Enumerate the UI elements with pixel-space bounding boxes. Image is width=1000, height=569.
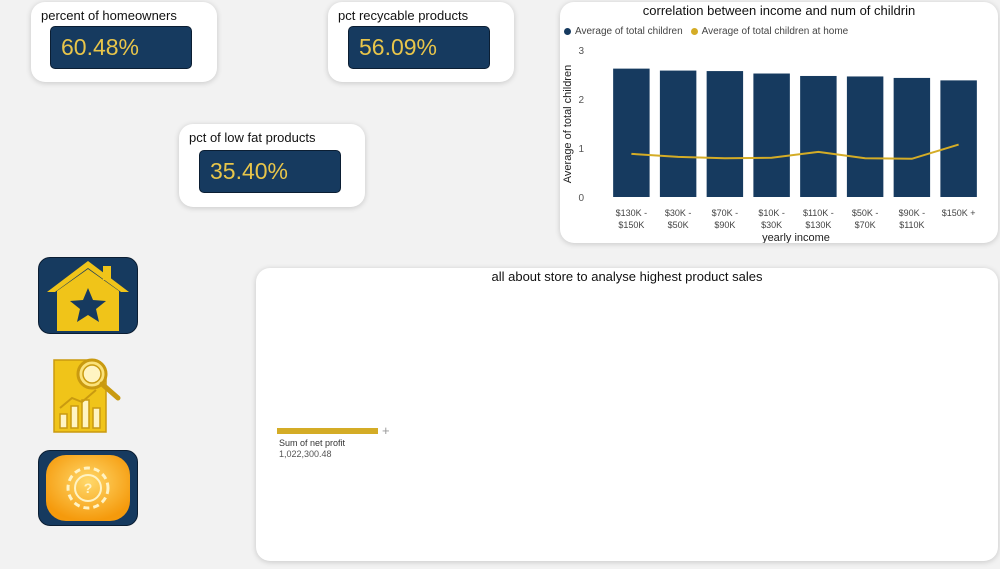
- y-tick-label: 0: [578, 193, 584, 204]
- x-axis-label: yearly income: [762, 232, 830, 243]
- expand-plus-icon[interactable]: +: [382, 423, 390, 438]
- kpi-value: 60.48%: [50, 26, 192, 69]
- y-tick-label: 3: [578, 46, 584, 57]
- bar-total-children[interactable]: [846, 76, 884, 197]
- metric-value: 1,022,300.48: [279, 449, 332, 459]
- legend-swatch-line: [690, 28, 698, 35]
- home-nav-button[interactable]: [38, 257, 138, 334]
- legend-entry-total-children[interactable]: Average of total children: [575, 26, 683, 37]
- home-star-icon: [47, 261, 129, 331]
- panel-title: all about store to analyse highest produ…: [491, 269, 763, 284]
- kpi-card-low-fat: pct of low fat products 35.40%: [179, 124, 365, 207]
- x-tick-label: $70K -$90K: [712, 208, 739, 230]
- metric-label: Sum of net profit: [279, 438, 346, 448]
- settings-nav-button[interactable]: ?: [38, 450, 138, 526]
- legend-swatch-bar: [564, 28, 571, 35]
- settings-help-icon: ?: [46, 455, 130, 521]
- svg-text:?: ?: [84, 480, 93, 496]
- y-tick-label: 2: [578, 95, 584, 106]
- bar-total-children[interactable]: [706, 71, 744, 197]
- x-tick-label: $130K -$150K: [616, 208, 648, 230]
- chart-legend: Average of total children Average of tot…: [564, 26, 848, 37]
- kpi-value: 56.09%: [348, 26, 490, 69]
- kpi-card-homeowners: percent of homeowners 60.48%: [31, 2, 217, 82]
- chart-title: correlation between income and num of ch…: [642, 3, 916, 18]
- store-sales-panel: all about store to analyse highest produ…: [256, 268, 998, 561]
- bar-total-children[interactable]: [659, 70, 697, 197]
- kpi-title: pct recycable products: [338, 8, 469, 23]
- kpi-title: percent of homeowners: [41, 8, 177, 23]
- x-tick-label: $110K -$130K: [803, 208, 834, 230]
- bar-total-children[interactable]: [613, 68, 650, 198]
- bar-total-children[interactable]: [893, 77, 931, 197]
- bar-total-children[interactable]: [753, 73, 790, 197]
- net-profit-bar[interactable]: [277, 428, 378, 434]
- x-tick-label: $150K +: [942, 208, 976, 218]
- y-tick-label: 1: [578, 144, 584, 155]
- y-axis-label: Average of total children: [562, 65, 574, 183]
- kpi-title: pct of low fat products: [189, 130, 316, 145]
- income-children-chart-card: correlation between income and num of ch…: [560, 2, 998, 243]
- x-tick-label: $10K -$30K: [758, 208, 785, 230]
- kpi-card-recyclable: pct recycable products 56.09%: [328, 2, 514, 82]
- bar-total-children[interactable]: [800, 75, 837, 197]
- x-tick-label: $90K -$110K: [899, 208, 926, 230]
- report-analytics-icon: [53, 358, 121, 433]
- legend-entry-children-at-home[interactable]: Average of total children at home: [701, 26, 849, 37]
- x-tick-label: $50K -$70K: [852, 208, 879, 230]
- report-nav-button[interactable]: [50, 356, 122, 434]
- kpi-value: 35.40%: [199, 150, 341, 193]
- line-children-at-home[interactable]: [631, 143, 959, 160]
- income-children-chart[interactable]: Average of total children 3 2 1 0 $130K …: [560, 2, 998, 243]
- x-tick-label: $30K -$50K: [665, 208, 692, 230]
- bar-total-children[interactable]: [940, 80, 977, 197]
